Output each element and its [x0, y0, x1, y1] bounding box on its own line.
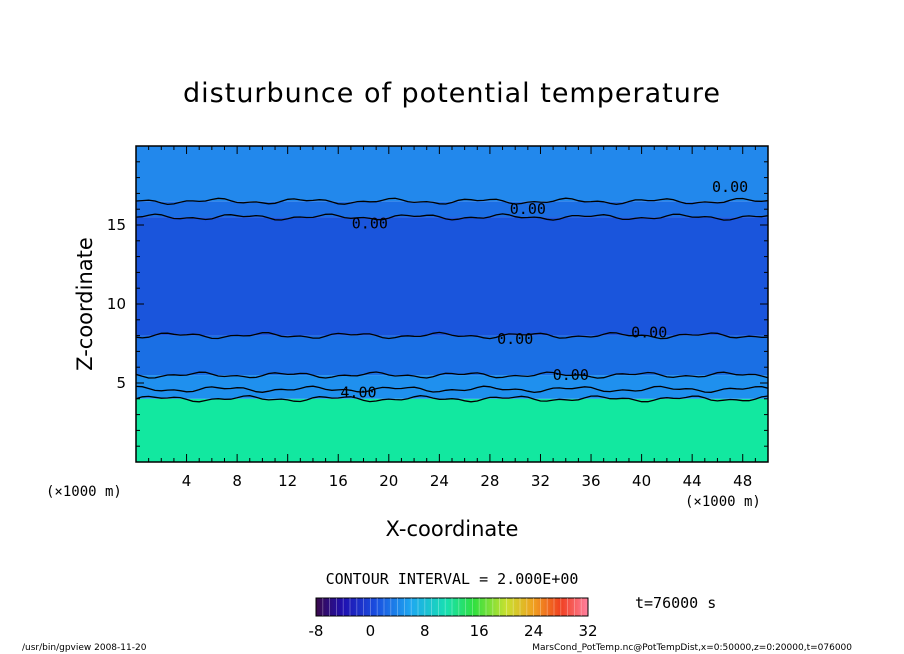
x-tick-label-36: 36	[581, 472, 600, 490]
colorbar-tick-label-8: 8	[420, 622, 430, 640]
y-tick-label-15: 15	[107, 216, 126, 234]
colorbar-tick-label--8: -8	[309, 622, 324, 640]
contour-label-4: 0.00	[497, 330, 533, 348]
x-tick-label-28: 28	[480, 472, 499, 490]
x-tick-label-4: 4	[182, 472, 192, 490]
colorbar-tick-label-32: 32	[578, 622, 597, 640]
colorbar-tick-label-16: 16	[470, 622, 489, 640]
contour-lines	[136, 197, 768, 403]
region-3	[136, 217, 768, 336]
contour-line-4	[136, 213, 768, 221]
x-tick-label-32: 32	[531, 472, 550, 490]
x-tick-label-40: 40	[632, 472, 651, 490]
footer-left: /usr/bin/gpview 2008-11-20	[22, 643, 147, 653]
colorbar-ticks: -8 0 8 16 24 32	[309, 622, 598, 640]
contour-label-5: 0.00	[553, 366, 589, 384]
x-tick-label-8: 8	[232, 472, 242, 490]
x-axis-ticks: 4 8 12 16 20 24 28 32 36 40 44 48	[148, 146, 756, 490]
contour-line-2	[136, 371, 768, 379]
contour-labels: 0.00 0.00 0.00 0.00 0.00 0.00 4.00	[340, 178, 748, 401]
time-label: t=76000 s	[635, 594, 716, 612]
y-axis-label: Z-coordinate	[73, 237, 97, 371]
region-2	[136, 335, 768, 376]
x-tick-label-12: 12	[278, 472, 297, 490]
colorbar-segments	[322, 598, 582, 616]
y-tick-label-10: 10	[107, 295, 126, 313]
contour-line-5	[136, 197, 768, 206]
x-tick-label-48: 48	[733, 472, 752, 490]
field-regions	[136, 146, 768, 462]
contour-label-0: 0.00	[712, 178, 748, 196]
x-tick-label-16: 16	[329, 472, 348, 490]
x-axis-label: X-coordinate	[386, 517, 519, 541]
x-unit-right: (×1000 m)	[685, 494, 761, 510]
region-0	[136, 398, 768, 462]
y-tick-label-5: 5	[116, 374, 126, 392]
region-5	[136, 146, 768, 202]
contour-label-3: 0.00	[631, 323, 667, 341]
contour-label-1: 0.00	[510, 200, 546, 218]
colorbar	[315, 597, 589, 617]
chart-title: disturbunce of potential temperature	[183, 78, 721, 109]
contour-line-0	[136, 395, 768, 403]
x-tick-label-24: 24	[430, 472, 449, 490]
region-4	[136, 201, 768, 218]
contour-interval: CONTOUR INTERVAL = 2.000E+00	[326, 570, 579, 588]
contour-line-3	[136, 331, 768, 340]
x-tick-label-44: 44	[683, 472, 702, 490]
region-1	[136, 375, 768, 399]
x-unit-left: (×1000 m)	[46, 484, 122, 500]
y-axis-ticks: 5 10 15	[107, 161, 768, 447]
contour-label-2: 0.00	[352, 214, 388, 232]
colorbar-tick-label-0: 0	[366, 622, 376, 640]
x-tick-label-20: 20	[379, 472, 398, 490]
contour-line-1	[136, 385, 768, 394]
footer-right: MarsCond_PotTemp.nc@PotTempDist,x=0:5000…	[532, 643, 852, 653]
colorbar-tick-label-24: 24	[524, 622, 543, 640]
contour-label-6: 4.00	[340, 383, 376, 401]
